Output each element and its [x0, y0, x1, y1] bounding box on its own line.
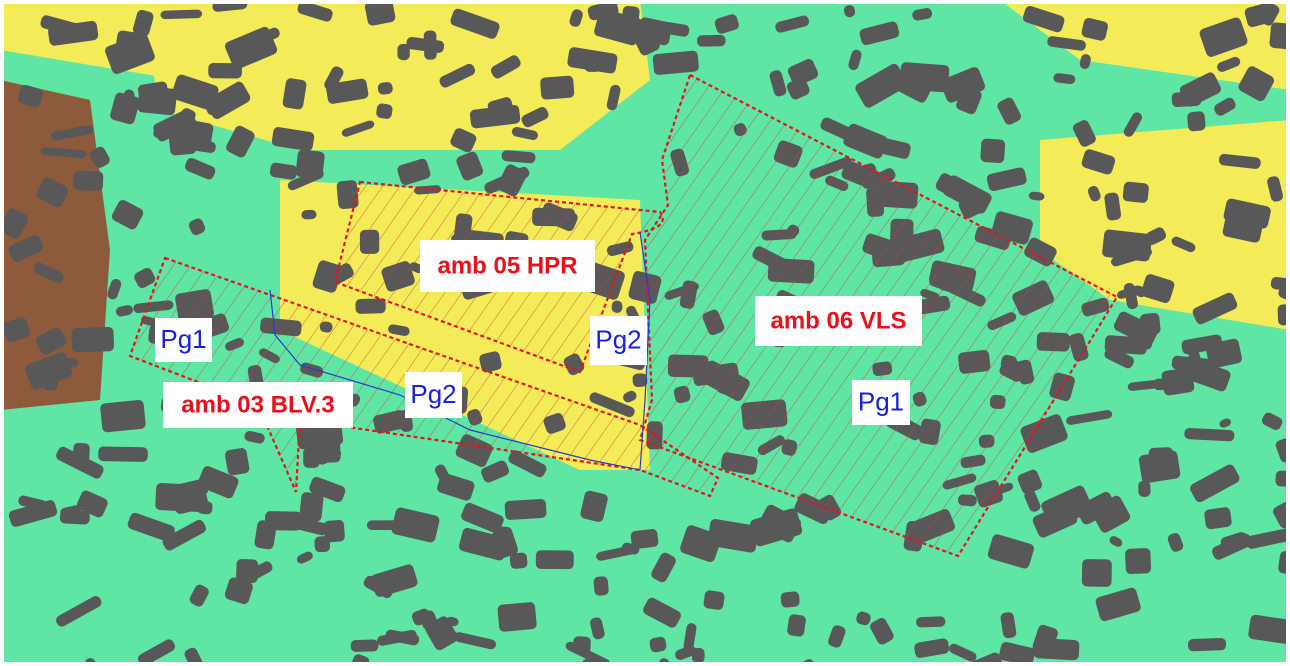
building — [299, 492, 324, 522]
building — [224, 447, 250, 476]
building — [584, 59, 601, 72]
building — [98, 446, 148, 461]
building — [351, 639, 379, 652]
building — [536, 550, 574, 569]
building — [24, 662, 36, 666]
page: amb 05 HPR amb 06 VLS amb 03 BLV.3 Pg1 Pg2 Pg… — [0, 0, 1290, 666]
subzone-label: Pg2 — [595, 324, 641, 354]
building — [71, 327, 114, 353]
building — [1269, 22, 1290, 52]
building — [780, 591, 800, 608]
building — [72, 443, 90, 470]
building — [916, 616, 946, 627]
building — [703, 590, 725, 611]
building — [612, 301, 623, 313]
building — [497, 602, 537, 632]
building — [1204, 507, 1233, 530]
building — [1125, 548, 1151, 574]
subzone-label: Pg2 — [410, 379, 456, 409]
building — [692, 648, 705, 663]
subzone-label: Pg1 — [160, 324, 206, 354]
zone-label: amb 05 HPR — [437, 252, 577, 279]
building — [980, 138, 1005, 163]
building — [1188, 638, 1226, 652]
building — [540, 75, 575, 100]
building — [1161, 367, 1195, 396]
zoning-map: amb 05 HPR amb 06 VLS amb 03 BLV.3 Pg1 Pg2 Pg… — [0, 0, 1290, 666]
subzone-label: Pg1 — [858, 386, 904, 416]
building — [1286, 142, 1290, 168]
building — [504, 499, 546, 520]
zone-label: amb 06 VLS — [770, 307, 906, 334]
building — [314, 536, 330, 553]
building — [1138, 481, 1151, 498]
building — [1138, 450, 1181, 484]
building — [787, 614, 807, 638]
building — [208, 63, 242, 79]
building — [73, 171, 103, 192]
building — [100, 399, 146, 432]
building — [652, 50, 699, 75]
building — [899, 62, 949, 93]
building — [1171, 91, 1201, 107]
building — [42, 368, 59, 391]
building — [593, 576, 609, 596]
building — [697, 35, 726, 47]
building — [160, 9, 202, 19]
zone-label: amb 03 BLV.3 — [181, 391, 334, 418]
building — [1275, 470, 1290, 487]
building — [653, 662, 683, 666]
building — [621, 5, 640, 33]
building — [1082, 559, 1112, 587]
building — [1122, 181, 1149, 203]
building — [1187, 111, 1206, 132]
building — [301, 210, 317, 220]
building — [1034, 638, 1080, 661]
building — [44, 358, 79, 367]
building — [355, 298, 386, 314]
building — [1278, 303, 1290, 325]
